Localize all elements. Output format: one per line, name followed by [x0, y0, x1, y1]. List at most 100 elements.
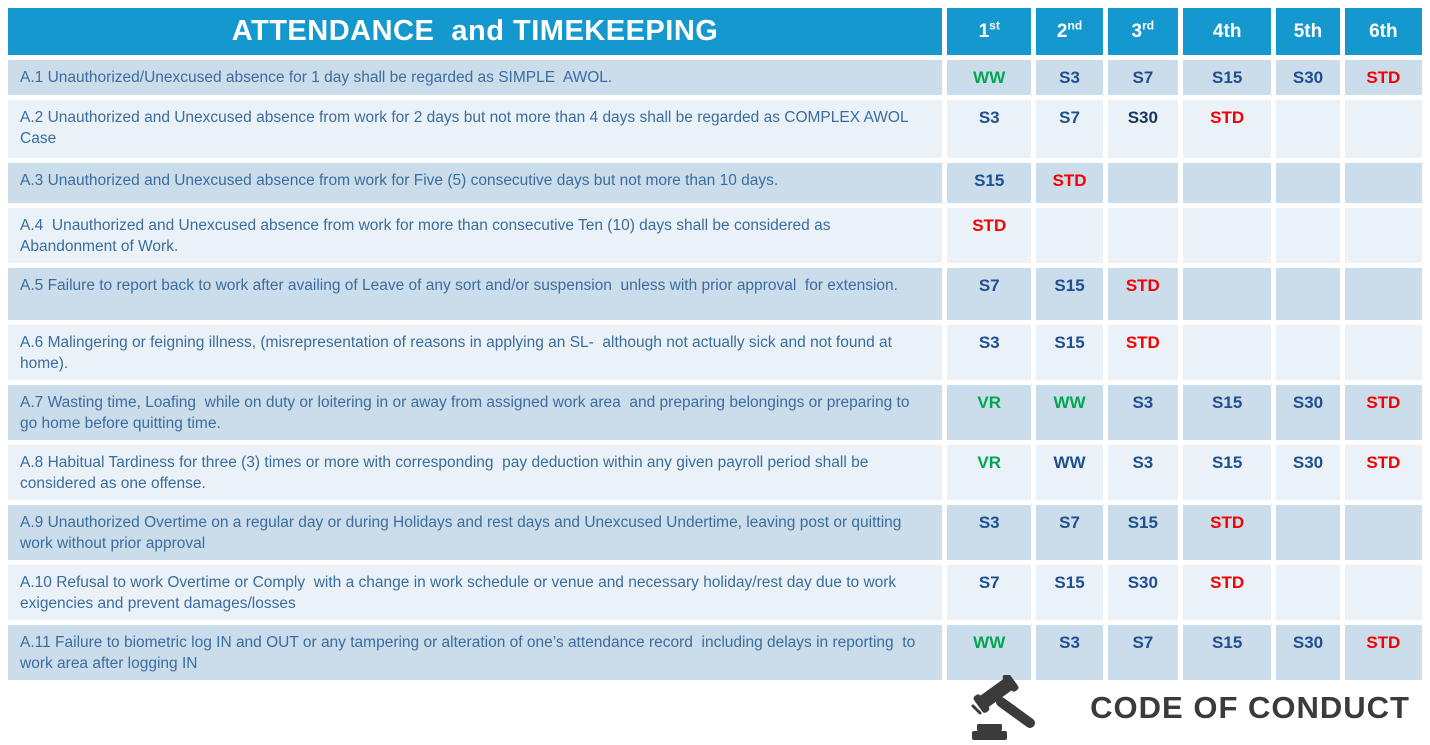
offense-description: A.11 Failure to biometric log IN and OUT…: [8, 625, 943, 680]
table-row: A.11 Failure to biometric log IN and OUT…: [8, 625, 1422, 680]
offense-description: A.7 Wasting time, Loafing while on duty …: [8, 385, 943, 440]
column-header-6th: 6th: [1344, 8, 1422, 55]
sanction-cell-5th: S30: [1276, 385, 1340, 440]
table-row: A.10 Refusal to work Overtime or Comply …: [8, 565, 1422, 620]
offense-description: A.2 Unauthorized and Unexcused absence f…: [8, 100, 943, 158]
code-of-conduct-logo: CODE OF CONDUCT: [966, 675, 1410, 741]
attendance-timekeeping-table: ATTENDANCE and TIMEKEEPING 1st 2nd 3rd 4…: [3, 3, 1427, 685]
sanction-cell-6th: STD: [1344, 445, 1422, 500]
sanction-cell-3rd: S7: [1107, 625, 1178, 680]
header-row: ATTENDANCE and TIMEKEEPING 1st 2nd 3rd 4…: [8, 8, 1422, 55]
sanction-cell-1st: S3: [947, 505, 1032, 560]
sanction-cell-1st: S7: [947, 268, 1032, 320]
slide: ATTENDANCE and TIMEKEEPING 1st 2nd 3rd 4…: [3, 3, 1430, 685]
sanction-cell-1st: S3: [947, 325, 1032, 380]
sanction-cell-1st: S3: [947, 100, 1032, 158]
offense-description: A.4 Unauthorized and Unexcused absence f…: [8, 208, 943, 263]
sanction-cell-4th: [1182, 325, 1272, 380]
sanction-cell-2nd: S3: [1036, 625, 1103, 680]
sanction-cell-3rd: S3: [1107, 385, 1178, 440]
sanction-cell-4th: STD: [1182, 505, 1272, 560]
sanction-cell-6th: [1344, 268, 1422, 320]
sanction-cell-3rd: S30: [1107, 100, 1178, 158]
sanction-cell-4th: S15: [1182, 60, 1272, 95]
sanction-cell-5th: S30: [1276, 445, 1340, 500]
column-header-sup: rd: [1142, 18, 1155, 33]
sanction-cell-6th: STD: [1344, 625, 1422, 680]
sanction-cell-4th: STD: [1182, 565, 1272, 620]
sanction-cell-3rd: S3: [1107, 445, 1178, 500]
sanction-cell-5th: [1276, 208, 1340, 263]
sanction-cell-2nd: STD: [1036, 163, 1103, 203]
sanction-cell-2nd: S3: [1036, 60, 1103, 95]
column-header-base: 2: [1056, 20, 1068, 42]
table-row: A.9 Unauthorized Overtime on a regular d…: [8, 505, 1422, 560]
table-row: A.3 Unauthorized and Unexcused absence f…: [8, 163, 1422, 203]
sanction-cell-3rd: [1107, 163, 1178, 203]
column-header-5th: 5th: [1276, 8, 1340, 55]
table-row: A.6 Malingering or feigning illness, (mi…: [8, 325, 1422, 380]
sanction-cell-2nd: WW: [1036, 385, 1103, 440]
sanction-cell-5th: S30: [1276, 60, 1340, 95]
column-header-base: 1: [978, 20, 990, 42]
table-row: A.4 Unauthorized and Unexcused absence f…: [8, 208, 1422, 263]
sanction-cell-3rd: S15: [1107, 505, 1178, 560]
sanction-cell-1st: VR: [947, 445, 1032, 500]
column-header-sup: nd: [1067, 18, 1083, 33]
sanction-cell-6th: [1344, 163, 1422, 203]
sanction-cell-3rd: [1107, 208, 1178, 263]
sanction-cell-4th: STD: [1182, 100, 1272, 158]
column-header-base: 5th: [1293, 20, 1323, 42]
sanction-cell-1st: S15: [947, 163, 1032, 203]
sanction-cell-5th: [1276, 565, 1340, 620]
column-header-3rd: 3rd: [1107, 8, 1178, 55]
sanction-cell-5th: [1276, 100, 1340, 158]
sanction-cell-1st: WW: [947, 625, 1032, 680]
column-header-2nd: 2nd: [1036, 8, 1103, 55]
table-row: A.5 Failure to report back to work after…: [8, 268, 1422, 320]
sanction-cell-4th: S15: [1182, 445, 1272, 500]
sanction-cell-6th: [1344, 208, 1422, 263]
sanction-cell-5th: [1276, 268, 1340, 320]
column-header-1st: 1st: [947, 8, 1032, 55]
table-row: A.8 Habitual Tardiness for three (3) tim…: [8, 445, 1422, 500]
sanction-cell-6th: [1344, 100, 1422, 158]
sanction-cell-6th: STD: [1344, 60, 1422, 95]
column-header-base: 4th: [1212, 20, 1242, 42]
sanction-cell-6th: [1344, 505, 1422, 560]
offense-description: A.1 Unauthorized/Unexcused absence for 1…: [8, 60, 943, 95]
sanction-cell-4th: [1182, 268, 1272, 320]
column-header-4th: 4th: [1182, 8, 1272, 55]
sanction-cell-5th: [1276, 163, 1340, 203]
offense-description: A.8 Habitual Tardiness for three (3) tim…: [8, 445, 943, 500]
sanction-cell-4th: [1182, 208, 1272, 263]
sanction-cell-1st: WW: [947, 60, 1032, 95]
sanction-cell-2nd: S15: [1036, 268, 1103, 320]
offense-description: A.5 Failure to report back to work after…: [8, 268, 943, 320]
sanction-cell-2nd: WW: [1036, 445, 1103, 500]
table-title: ATTENDANCE and TIMEKEEPING: [8, 8, 943, 55]
sanction-cell-6th: STD: [1344, 385, 1422, 440]
sanction-cell-4th: S15: [1182, 625, 1272, 680]
column-header-base: 6th: [1369, 20, 1398, 42]
sanction-cell-6th: [1344, 325, 1422, 380]
table-row: A.7 Wasting time, Loafing while on duty …: [8, 385, 1422, 440]
sanction-cell-2nd: [1036, 208, 1103, 263]
sanction-cell-3rd: S30: [1107, 565, 1178, 620]
logo-text: CODE OF CONDUCT: [1090, 690, 1410, 725]
sanction-cell-4th: [1182, 163, 1272, 203]
sanction-cell-2nd: S15: [1036, 565, 1103, 620]
offense-description: A.3 Unauthorized and Unexcused absence f…: [8, 163, 943, 203]
sanction-cell-5th: [1276, 325, 1340, 380]
sanction-cell-2nd: S7: [1036, 100, 1103, 158]
sanction-cell-3rd: STD: [1107, 325, 1178, 380]
sanction-cell-3rd: STD: [1107, 268, 1178, 320]
sanction-cell-4th: S15: [1182, 385, 1272, 440]
offense-description: A.9 Unauthorized Overtime on a regular d…: [8, 505, 943, 560]
sanction-cell-2nd: S15: [1036, 325, 1103, 380]
offense-description: A.6 Malingering or feigning illness, (mi…: [8, 325, 943, 380]
offense-description: A.10 Refusal to work Overtime or Comply …: [8, 565, 943, 620]
sanction-cell-5th: [1276, 505, 1340, 560]
sanction-cell-3rd: S7: [1107, 60, 1178, 95]
column-header-sup: st: [989, 18, 1000, 33]
